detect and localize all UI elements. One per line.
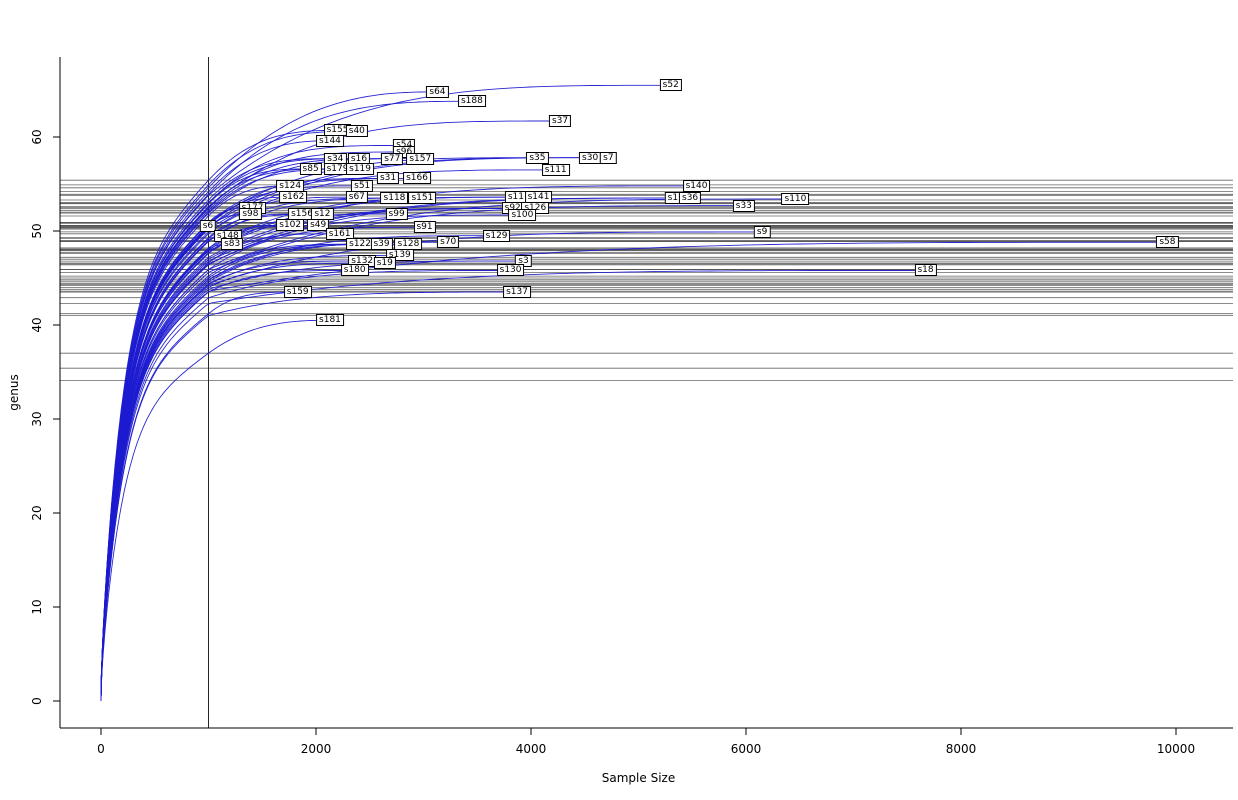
x-tick-label: 10000	[1157, 742, 1195, 756]
x-tick-label: 8000	[946, 742, 977, 756]
y-tick-label: 50	[30, 223, 44, 238]
rarefaction-curve-s64	[100, 91, 438, 702]
y-tick-label: 30	[30, 411, 44, 426]
rarefaction-curve-s181	[100, 319, 330, 701]
rarefaction-curve-s100	[100, 214, 523, 702]
rarefaction-curve-s9	[100, 231, 763, 702]
x-tick-label: 2000	[301, 742, 332, 756]
y-tick-label: 60	[30, 129, 44, 144]
y-tick-label: 0	[30, 697, 44, 705]
x-tick-label: 0	[97, 742, 105, 756]
rarefaction-curve-s30	[100, 157, 591, 702]
y-tick-label: 40	[30, 317, 44, 332]
y-axis-title: genus	[7, 374, 21, 410]
x-axis-title: Sample Size	[602, 771, 675, 785]
rarefaction-curve-s16	[100, 158, 359, 702]
rarefaction-curve-s96	[100, 151, 405, 702]
x-tick-label: 6000	[731, 742, 762, 756]
x-tick-label: 4000	[516, 742, 547, 756]
rarefaction-curve-s52	[100, 84, 671, 702]
rarefaction-curve-s110	[100, 198, 796, 702]
rarefaction-curve-s49	[100, 224, 319, 701]
y-tick-label: 20	[30, 505, 44, 520]
rarefaction-curve-s1	[100, 197, 673, 702]
rarefaction-curve-s83	[100, 243, 233, 701]
y-tick-label: 10	[30, 599, 44, 614]
rarefaction-curve-s58	[100, 241, 1168, 702]
rarefaction-curve-s36	[100, 197, 691, 702]
rarefaction-curve-s18	[100, 270, 926, 702]
rarefaction-curve-s161	[100, 233, 340, 702]
rarefaction-curve-s137	[100, 291, 517, 702]
